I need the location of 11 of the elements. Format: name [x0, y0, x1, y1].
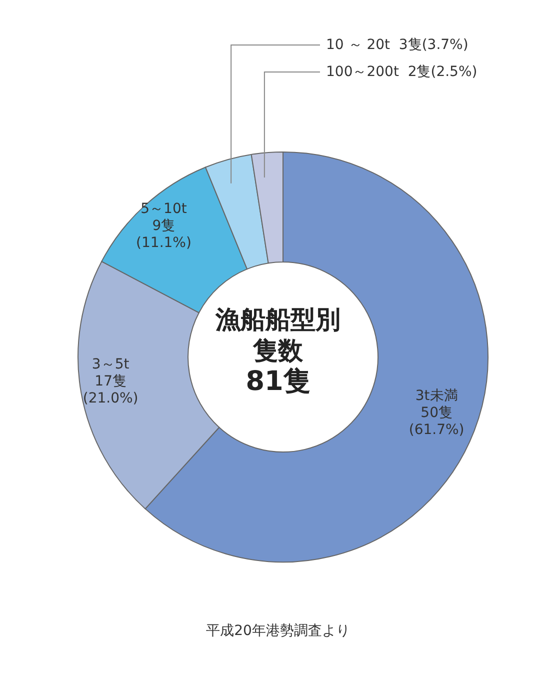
text: 81隻 [244, 366, 312, 397]
text: 漁船船型別隻数 [214, 304, 342, 366]
text: 平成20年港勢調査より [205, 622, 351, 640]
slice-label: 100～200t 2隻(2.5%) [326, 64, 478, 80]
slice-label: 10 ～ 20t 3隻(3.7%) [326, 36, 468, 53]
data-label: 50隻 (61.7%) [408, 405, 464, 438]
slice-label: 3t未満 [415, 388, 458, 404]
data-label: 9隻 (11.1%) [136, 218, 192, 251]
slice-label: 3～5t [92, 356, 130, 372]
data-label: 17隻 (21.0%) [82, 373, 138, 406]
slice-label: 5～10t [140, 200, 188, 217]
